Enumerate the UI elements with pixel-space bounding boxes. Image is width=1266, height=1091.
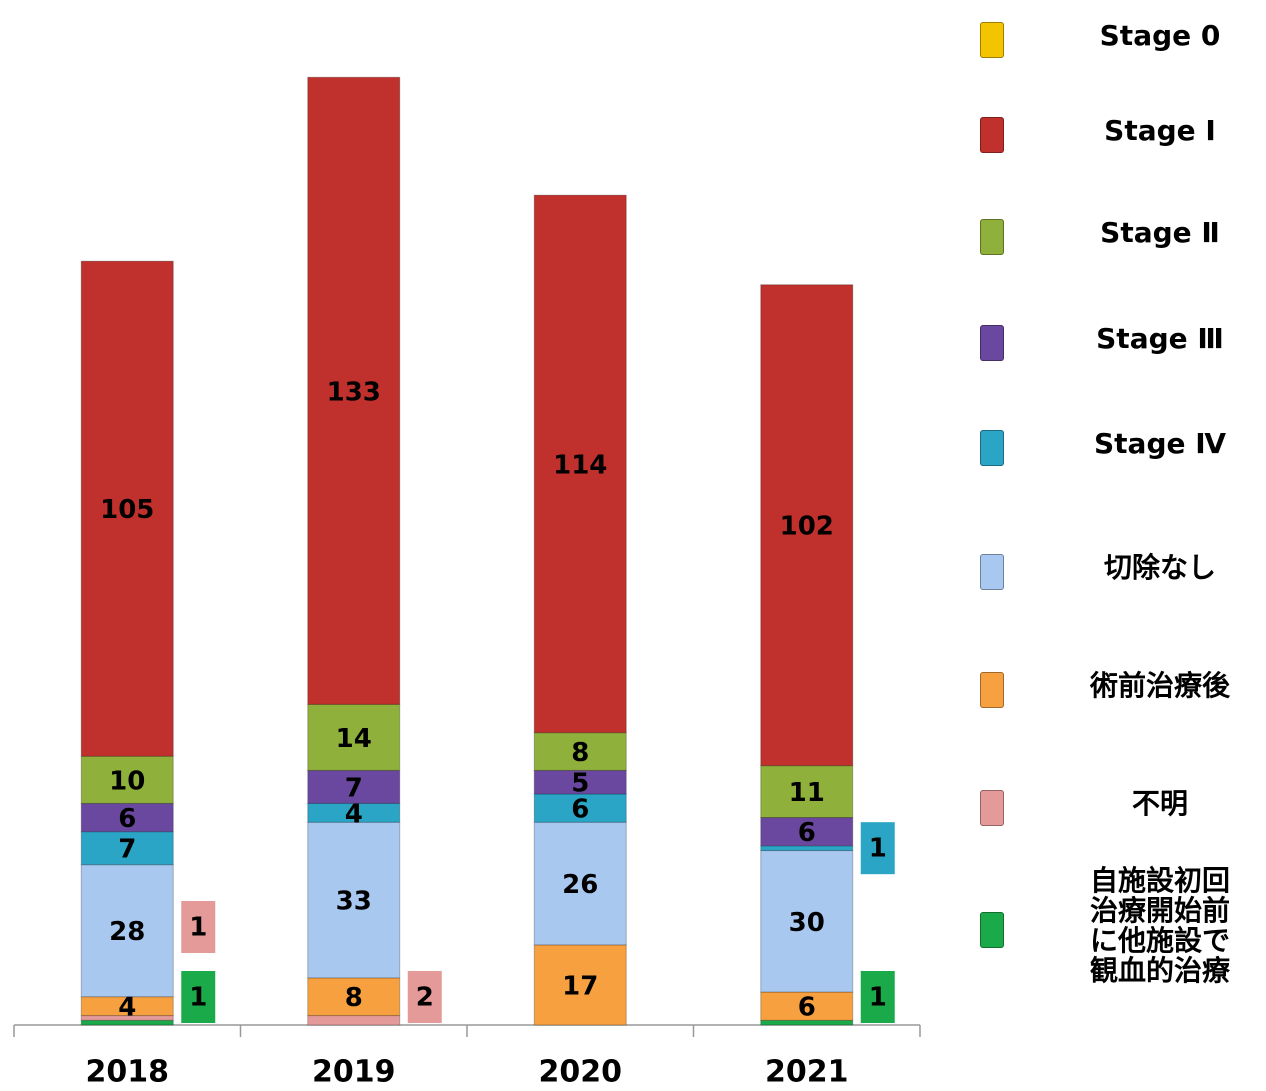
data-label: 10 (109, 766, 145, 796)
bar-segment (80, 864, 174, 998)
legend-swatch (980, 219, 1004, 255)
data-label: 1 (869, 834, 887, 864)
data-label: 4 (345, 799, 363, 829)
x-tick-label: 2020 (539, 1055, 623, 1090)
data-label: 11 (789, 778, 825, 808)
data-label: 1 (189, 913, 207, 943)
data-label: 2 (416, 983, 434, 1013)
data-label: 33 (336, 887, 372, 917)
data-label: 6 (571, 795, 589, 825)
data-label: 14 (336, 724, 372, 754)
chart: 2018114287610105201928334714133202017266… (13, 76, 921, 1090)
data-label: 1 (189, 983, 207, 1013)
legend-swatch (980, 117, 1004, 153)
bar-segment (533, 194, 627, 734)
legend-swatch (980, 790, 1004, 826)
legend-label: 自施設初回 治療開始前 に他施設で 観血的治療 (1089, 864, 1230, 987)
legend-label: Stage Ⅱ (1100, 216, 1220, 249)
data-label-box (181, 901, 216, 953)
legend-swatch (980, 912, 1004, 948)
legend-swatch (980, 672, 1004, 708)
data-label-box (181, 971, 216, 1023)
x-tick-label: 2018 (86, 1055, 170, 1090)
bar-segment (533, 944, 627, 1026)
x-tick-label: 2021 (765, 1055, 849, 1090)
bar-segment (760, 765, 854, 819)
data-label: 7 (118, 835, 136, 865)
bar-segment (760, 284, 854, 767)
legend-label: Stage Ⅳ (1094, 427, 1226, 460)
data-label: 114 (553, 450, 607, 480)
bar-segment (307, 769, 401, 804)
data-label: 105 (100, 495, 154, 525)
bar-segment (307, 821, 401, 979)
legend-label: 術前治療後 (1089, 669, 1230, 702)
data-label-box (860, 822, 895, 875)
data-label: 8 (345, 983, 363, 1013)
bar-segment (533, 821, 627, 946)
data-label-box (860, 971, 895, 1023)
data-label: 30 (789, 908, 825, 938)
legend-label: Stage 0 (1099, 19, 1221, 52)
bar-segment (80, 831, 174, 866)
bar-segment (760, 850, 854, 993)
data-label: 28 (109, 917, 145, 947)
data-label: 7 (345, 773, 363, 803)
bar-segment (80, 755, 174, 804)
legend-swatch (980, 325, 1004, 361)
bar-segment (760, 845, 854, 852)
bar-segment (760, 817, 854, 847)
legend-label: Stage Ⅲ (1096, 322, 1224, 355)
data-label: 26 (562, 870, 598, 900)
data-label: 6 (798, 818, 816, 848)
bar-segment (307, 977, 401, 1017)
data-label: 102 (780, 512, 834, 542)
legend-swatch (980, 22, 1004, 58)
data-label-box (407, 971, 442, 1023)
x-tick-label: 2019 (312, 1055, 396, 1090)
bar-segment (307, 1015, 401, 1026)
data-label: 6 (118, 804, 136, 834)
bar-segment (307, 76, 401, 705)
data-label: 133 (327, 377, 381, 407)
legend-label: 切除なし (1103, 551, 1216, 584)
bar-segment (760, 991, 854, 1021)
data-label: 17 (562, 971, 598, 1001)
bar-segment (533, 732, 627, 771)
bar-segment (307, 703, 401, 771)
bar-segment (80, 260, 174, 757)
data-label: 4 (118, 993, 136, 1023)
data-label: 5 (571, 769, 589, 799)
legend-swatch (980, 554, 1004, 590)
data-label: 8 (571, 738, 589, 768)
data-label: 1 (869, 983, 887, 1013)
bar-segment (80, 802, 174, 833)
legend-label: 不明 (1131, 787, 1188, 820)
legend-label: Stage Ⅰ (1104, 114, 1216, 147)
data-label: 6 (798, 993, 816, 1023)
legend-swatch (980, 430, 1004, 466)
